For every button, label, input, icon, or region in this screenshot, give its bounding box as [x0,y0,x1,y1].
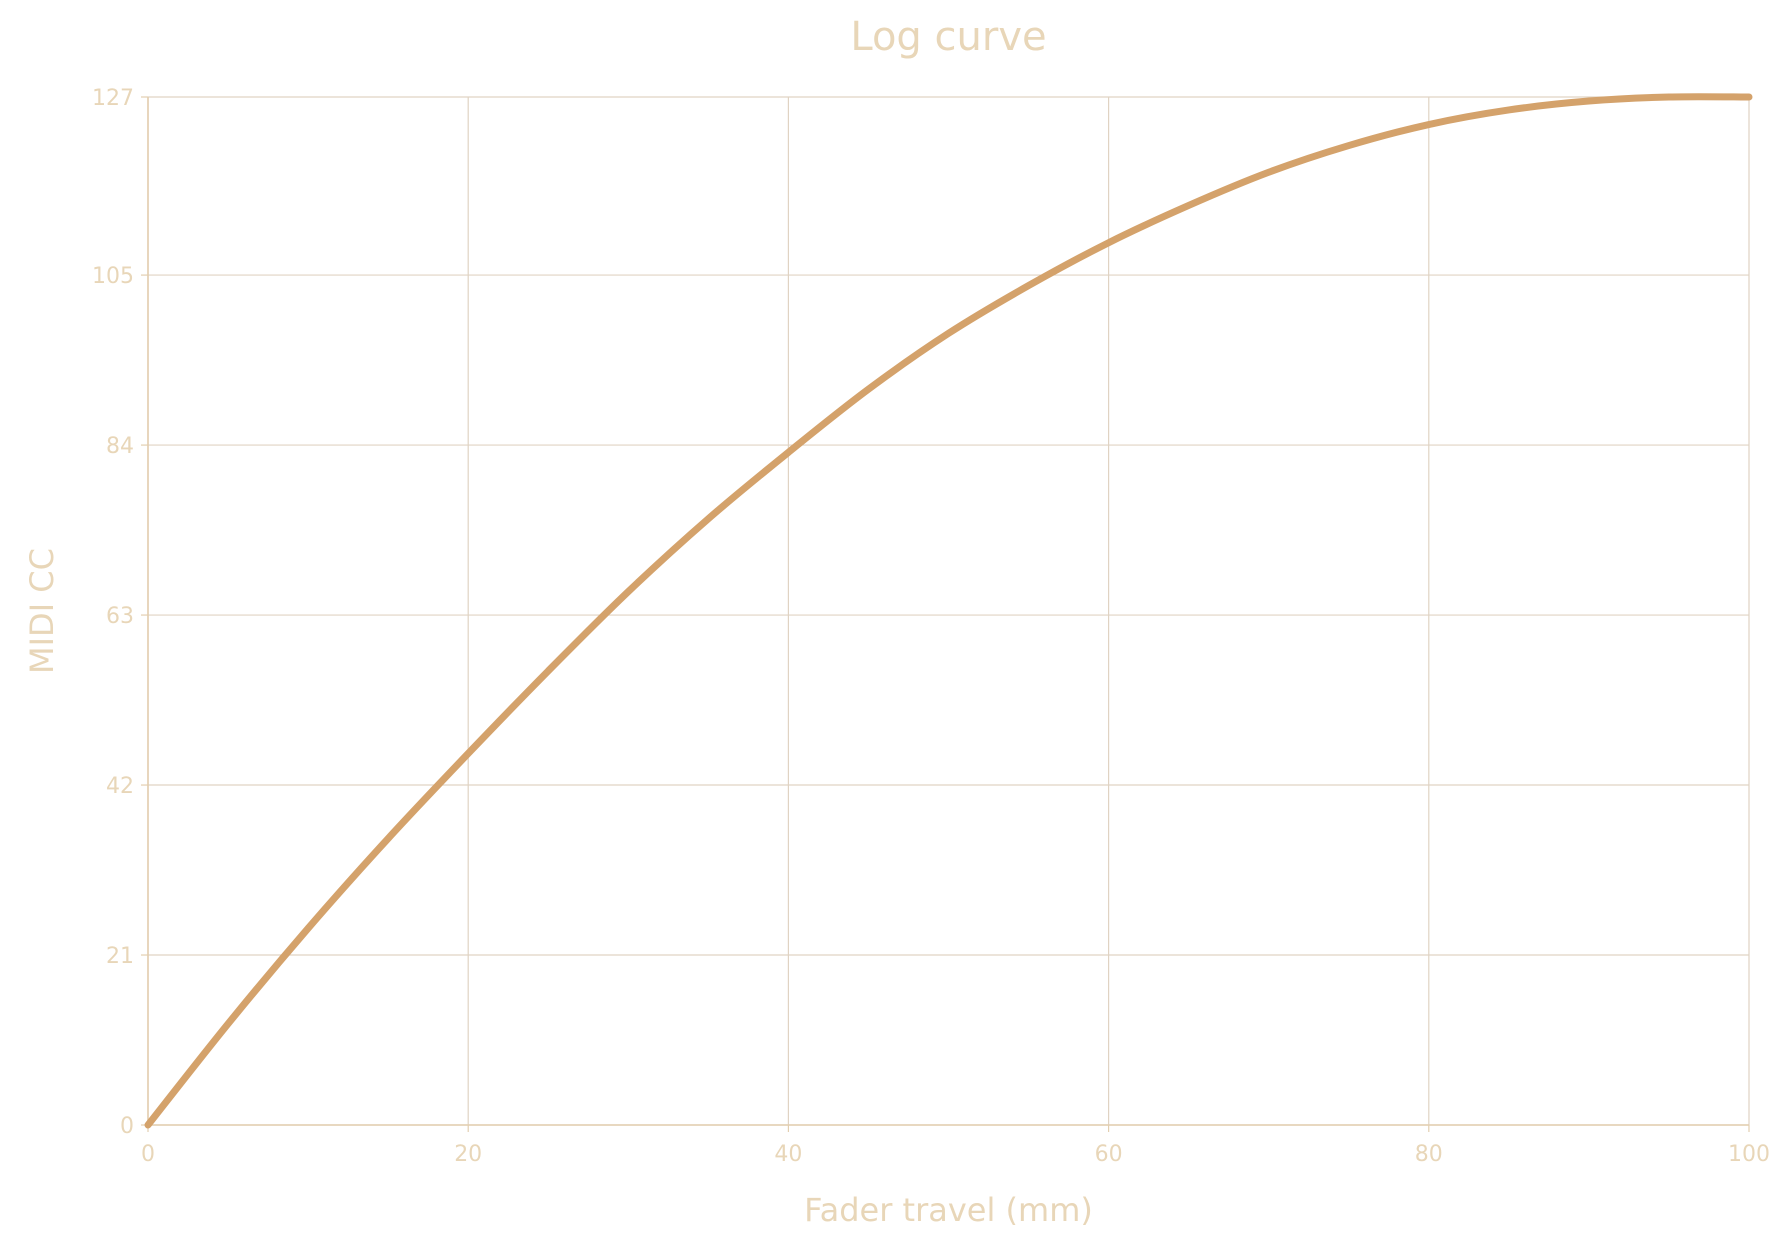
chart-title: Log curve [850,14,1046,60]
series-line [144,93,1753,1129]
y-tick-label: 105 [92,264,134,289]
y-tick-label: 63 [106,604,134,629]
x-tick-label: 60 [1095,1142,1123,1167]
y-tick-label: 0 [120,1114,134,1139]
axes [141,96,1750,1132]
grid-lines [147,96,1750,1126]
y-tick-label: 127 [92,86,134,111]
y-tick-label: 84 [106,434,134,459]
x-tick-label: 40 [774,1142,802,1167]
x-tick-label: 20 [454,1142,482,1167]
x-tick-label: 0 [141,1142,155,1167]
y-tick-labels: 0 21 42 63 84 105 127 [92,86,134,1139]
series-group [144,93,1753,1129]
x-tick-label: 80 [1415,1142,1443,1167]
y-tick-label: 21 [106,944,134,969]
x-axis-label: Fader travel (mm) [804,1191,1093,1229]
y-tick-label: 42 [106,774,134,799]
x-tick-labels: 0 20 40 60 80 100 [141,1142,1770,1167]
y-axis-label: MIDI CC [23,548,61,674]
x-tick-label: 100 [1728,1142,1770,1167]
